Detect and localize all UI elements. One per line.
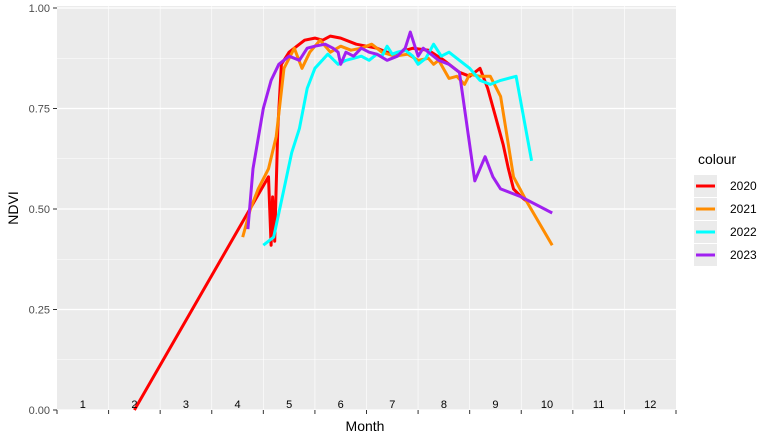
month-label: 9 xyxy=(492,399,498,411)
month-labels: 1 2 3 4 5 6 7 8 9 10 11 12 xyxy=(80,399,657,411)
y-tick-label: 0.50 xyxy=(29,204,50,216)
month-label: 10 xyxy=(541,399,553,411)
legend-label-2021: 2021 xyxy=(730,202,757,216)
y-tick-label: 0.25 xyxy=(29,305,50,317)
month-label: 6 xyxy=(338,399,344,411)
month-label: 4 xyxy=(234,399,240,411)
legend-label-2022: 2022 xyxy=(730,225,757,239)
month-label: 8 xyxy=(441,399,447,411)
x-axis-title: Month xyxy=(346,418,385,434)
y-tick-label: 1.00 xyxy=(29,3,50,15)
minor-gridlines xyxy=(57,6,676,410)
month-label: 5 xyxy=(286,399,292,411)
y-axis-title: NDVI xyxy=(5,191,21,224)
y-axis: 0.00 0.25 0.50 0.75 1.00 xyxy=(29,3,57,417)
x-axis-ticks xyxy=(56,410,677,414)
legend: colour 2020 2021 2022 2023 xyxy=(694,151,757,266)
series-lines xyxy=(133,30,554,411)
month-label: 12 xyxy=(644,399,656,411)
month-label: 2 xyxy=(131,399,137,411)
month-label: 11 xyxy=(593,399,604,411)
y-tick-label: 0.75 xyxy=(29,104,50,116)
series-line-2023 xyxy=(246,30,553,230)
series-line-2022 xyxy=(262,42,534,247)
y-tick-label: 0.00 xyxy=(29,405,50,417)
month-label: 3 xyxy=(183,399,189,411)
legend-label-2020: 2020 xyxy=(730,179,757,193)
month-label: 7 xyxy=(389,399,395,411)
legend-label-2023: 2023 xyxy=(730,248,757,262)
legend-title: colour xyxy=(698,151,736,167)
month-label: 1 xyxy=(80,399,86,411)
